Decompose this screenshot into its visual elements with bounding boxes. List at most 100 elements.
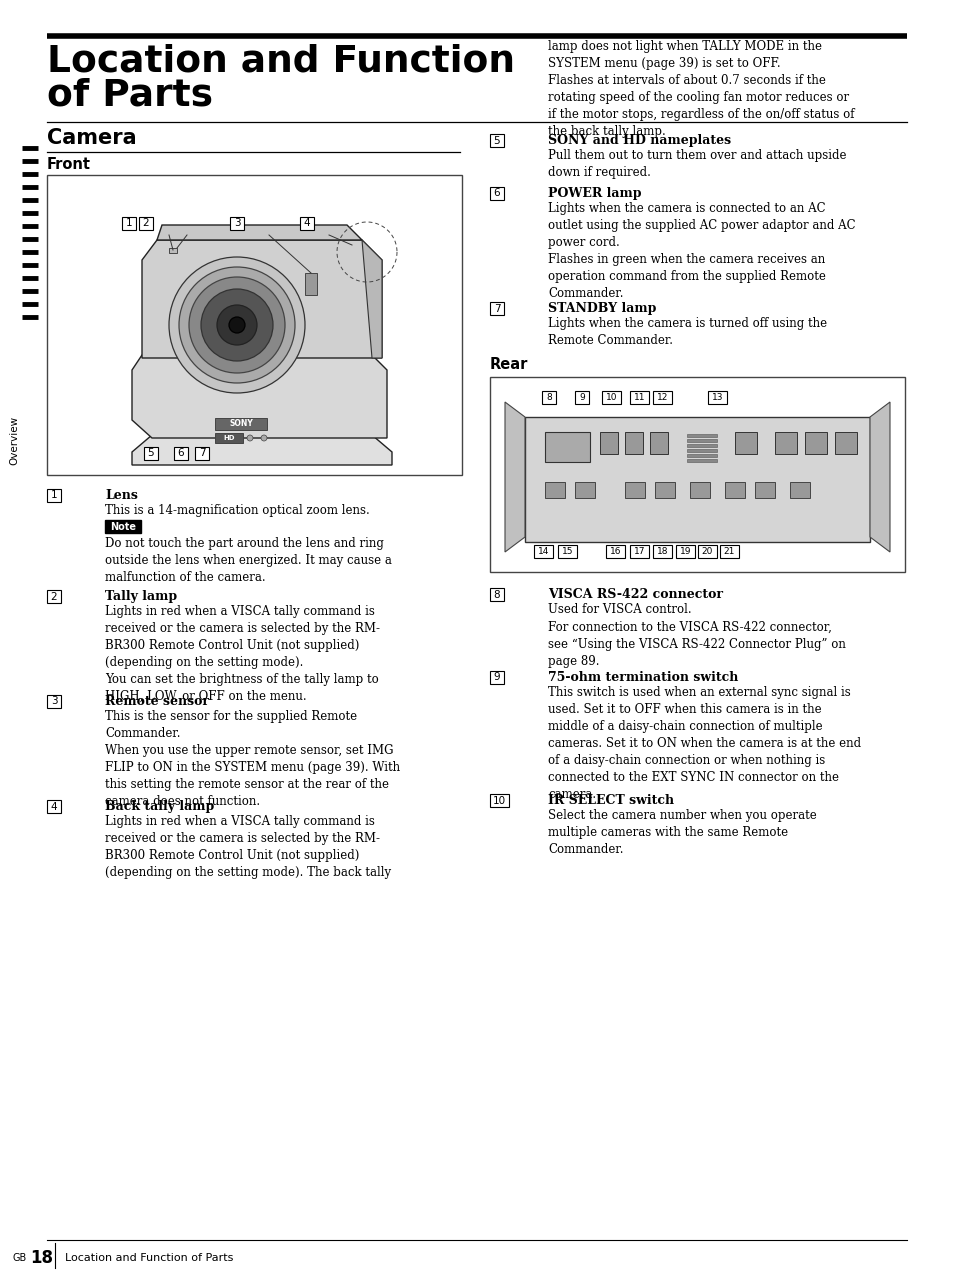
Text: 4: 4 — [51, 801, 57, 812]
Polygon shape — [361, 240, 381, 358]
Text: This is the sensor for the supplied Remote
Commander.
When you use the upper rem: This is the sensor for the supplied Remo… — [105, 710, 399, 808]
Text: 15: 15 — [561, 547, 573, 555]
Text: Used for VISCA control.: Used for VISCA control. — [547, 603, 691, 617]
Text: Remote sensor: Remote sensor — [105, 696, 209, 708]
Polygon shape — [869, 403, 889, 552]
Text: 6: 6 — [177, 448, 184, 459]
Text: HD: HD — [223, 434, 234, 441]
Bar — [544, 482, 564, 498]
Text: Tally lamp: Tally lamp — [105, 590, 177, 603]
Text: VISCA RS-422 connector: VISCA RS-422 connector — [547, 589, 722, 601]
Text: 2: 2 — [51, 591, 57, 601]
Text: POWER lamp: POWER lamp — [547, 187, 640, 200]
Bar — [214, 418, 267, 431]
Text: 10: 10 — [493, 795, 505, 805]
Text: 21: 21 — [723, 547, 735, 555]
Bar — [624, 432, 642, 454]
Bar — [624, 482, 644, 498]
Bar — [724, 482, 744, 498]
Text: 1: 1 — [51, 490, 57, 501]
Circle shape — [229, 317, 245, 333]
Circle shape — [189, 276, 285, 373]
Text: 5: 5 — [493, 135, 499, 145]
Polygon shape — [504, 403, 524, 552]
Text: 4: 4 — [303, 219, 310, 228]
Bar — [698, 545, 717, 558]
Text: 18: 18 — [656, 547, 667, 555]
Text: Lights when the camera is turned off using the
Remote Commander.: Lights when the camera is turned off usi… — [547, 317, 826, 347]
Text: 19: 19 — [679, 547, 691, 555]
Circle shape — [247, 434, 253, 441]
Text: This is a 14-magnification optical zoom lens.: This is a 14-magnification optical zoom … — [105, 505, 370, 517]
Bar — [804, 432, 826, 454]
Bar — [214, 433, 243, 443]
Bar — [194, 447, 209, 460]
Bar — [490, 302, 503, 315]
Bar — [834, 432, 856, 454]
Text: Lights in red when a VISCA tally command is
received or the camera is selected b: Lights in red when a VISCA tally command… — [105, 815, 391, 879]
Bar — [47, 489, 61, 502]
Bar — [534, 545, 553, 558]
Text: 8: 8 — [493, 590, 499, 600]
Polygon shape — [157, 225, 361, 240]
Polygon shape — [132, 355, 387, 438]
Bar — [47, 175, 461, 475]
Text: 7: 7 — [198, 448, 205, 459]
Bar — [490, 187, 503, 200]
Polygon shape — [142, 240, 381, 358]
Text: STANDBY lamp: STANDBY lamp — [547, 302, 656, 315]
Bar — [490, 671, 503, 684]
Text: 17: 17 — [633, 547, 644, 555]
Circle shape — [201, 289, 273, 361]
Bar — [686, 434, 717, 437]
Text: 7: 7 — [493, 303, 499, 313]
Text: For connection to the VISCA RS-422 connector,
see “Using the VISCA RS-422 Connec: For connection to the VISCA RS-422 conne… — [547, 620, 845, 668]
Text: Location and Function: Location and Function — [47, 45, 515, 80]
Text: Lights when the camera is connected to an AC
outlet using the supplied AC power : Lights when the camera is connected to a… — [547, 203, 855, 299]
Text: Camera: Camera — [47, 127, 136, 148]
Bar — [652, 391, 671, 404]
Bar — [686, 440, 717, 442]
Circle shape — [169, 257, 305, 392]
Bar — [686, 459, 717, 462]
Bar — [686, 448, 717, 452]
Bar — [652, 545, 671, 558]
Text: SONY and HD nameplates: SONY and HD nameplates — [547, 134, 730, 147]
Bar — [605, 545, 624, 558]
Text: 11: 11 — [633, 392, 644, 403]
Text: Rear: Rear — [490, 357, 528, 372]
Bar — [169, 248, 177, 254]
Bar — [629, 545, 648, 558]
Text: Overview: Overview — [9, 415, 19, 465]
Text: 20: 20 — [701, 547, 713, 555]
Text: of Parts: of Parts — [47, 78, 213, 113]
Text: 9: 9 — [578, 392, 584, 403]
Text: 13: 13 — [711, 392, 722, 403]
Text: IR SELECT switch: IR SELECT switch — [547, 794, 674, 806]
Bar — [105, 520, 141, 533]
Text: 5: 5 — [148, 448, 154, 459]
Bar — [686, 445, 717, 447]
Bar — [734, 432, 757, 454]
Bar — [524, 417, 869, 541]
Bar — [676, 545, 695, 558]
Text: Front: Front — [47, 157, 91, 172]
Bar — [299, 217, 314, 231]
Text: 18: 18 — [30, 1249, 53, 1268]
Bar — [686, 454, 717, 457]
Text: 9: 9 — [493, 673, 499, 683]
Text: 1: 1 — [126, 219, 132, 228]
Bar — [544, 432, 589, 462]
Bar — [629, 391, 648, 404]
Text: Lights in red when a VISCA tally command is
received or the camera is selected b: Lights in red when a VISCA tally command… — [105, 605, 379, 703]
Text: 12: 12 — [656, 392, 667, 403]
Circle shape — [179, 268, 294, 383]
Text: Note: Note — [110, 521, 136, 531]
Polygon shape — [132, 434, 392, 465]
Text: SONY: SONY — [229, 419, 253, 428]
Text: Select the camera number when you operate
multiple cameras with the same Remote
: Select the camera number when you operat… — [547, 809, 816, 856]
Bar — [575, 391, 588, 404]
Text: Do not touch the part around the lens and ring
outside the lens when energized. : Do not touch the part around the lens an… — [105, 538, 392, 583]
Text: 8: 8 — [545, 392, 551, 403]
Bar — [689, 482, 709, 498]
